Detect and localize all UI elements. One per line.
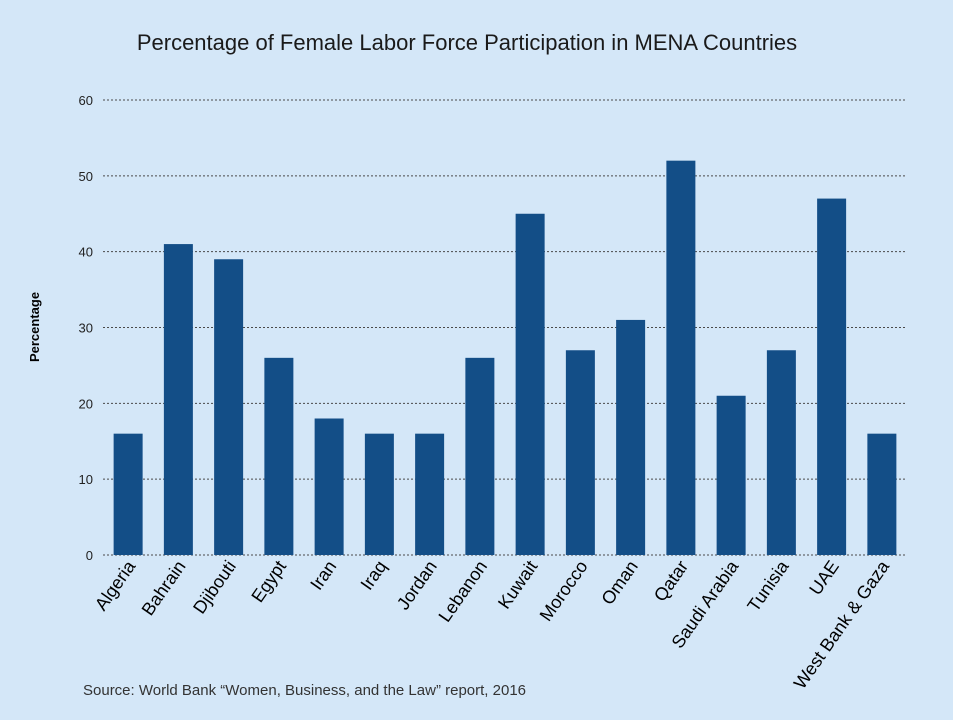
bar-bahrain (163, 244, 193, 556)
y-tick-label: 60 (79, 93, 93, 108)
y-tick-label: 50 (79, 169, 93, 184)
bar-egypt (264, 357, 294, 555)
x-tick-label: Morocco (536, 557, 592, 625)
source-note: Source: World Bank “Women, Business, and… (83, 682, 526, 699)
x-tick-label: Iran (306, 557, 340, 594)
y-axis-label: Percentage (27, 292, 42, 362)
y-tick-label: 40 (79, 245, 93, 260)
y-tick-label: 20 (79, 396, 93, 411)
bar-morocco (565, 350, 595, 555)
bar-saudi-arabia (716, 395, 746, 555)
bar-oman (616, 319, 646, 555)
bar-tunisia (766, 350, 796, 555)
bar-jordan (415, 433, 445, 555)
x-tick-label: Qatar (650, 557, 692, 605)
y-axis-ticks: 0 10 20 30 40 50 60 (79, 93, 93, 563)
bar-west-bank-gaza (867, 433, 897, 555)
bar-algeria (113, 433, 143, 555)
x-tick-label: Djibouti (189, 557, 240, 618)
x-tick-label: Oman (597, 557, 642, 609)
bar-lebanon (465, 357, 495, 555)
x-tick-label: Lebanon (435, 557, 492, 626)
chart-title: Percentage of Female Labor Force Partici… (137, 30, 797, 55)
y-tick-label: 0 (86, 548, 93, 563)
bar-iran (314, 418, 344, 555)
x-tick-label: Iraq (356, 557, 390, 594)
bar-iraq (364, 433, 394, 555)
bar-qatar (666, 160, 696, 555)
y-tick-label: 10 (79, 472, 93, 487)
y-tick-label: 30 (79, 321, 93, 336)
x-tick-label: Kuwait (494, 557, 541, 613)
x-tick-label: Jordan (393, 557, 441, 614)
bars (113, 160, 897, 556)
x-tick-label: UAE (805, 557, 843, 599)
bar-djibouti (214, 259, 244, 555)
x-tick-label: Algeria (91, 556, 140, 614)
bar-kuwait (515, 213, 545, 555)
x-tick-label: West Bank & Gaza (790, 556, 894, 693)
bar-uae (817, 198, 847, 556)
x-tick-label: Tunisia (743, 556, 793, 615)
x-tick-label: Egypt (247, 557, 290, 606)
x-tick-label: Bahrain (138, 557, 190, 619)
